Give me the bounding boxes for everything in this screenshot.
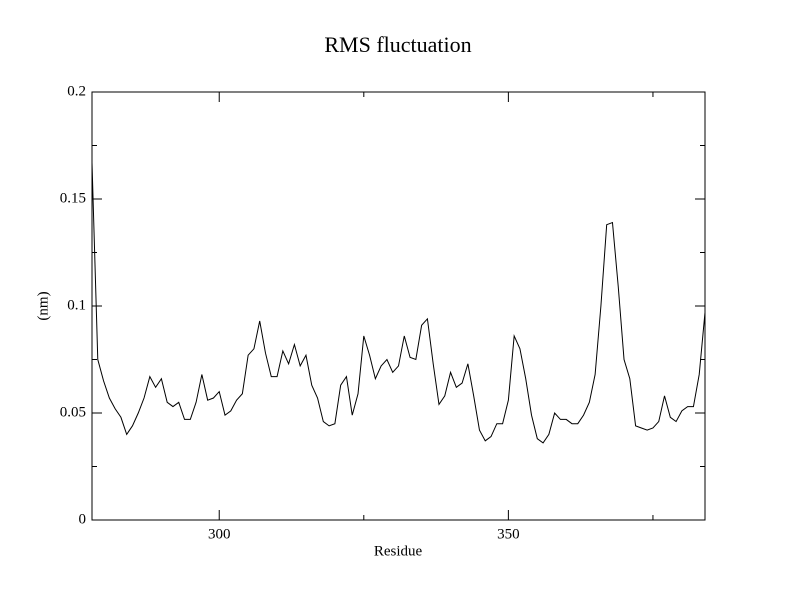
x-tick-label: 300 xyxy=(208,526,231,542)
x-tick-label: 350 xyxy=(497,526,520,542)
y-tick-label: 0.2 xyxy=(67,83,86,99)
y-axis-label: (nm) xyxy=(35,291,51,320)
y-tick-label: 0 xyxy=(79,511,87,527)
y-tick-label: 0.1 xyxy=(67,297,86,313)
y-tick-label: 0.05 xyxy=(60,404,86,420)
x-axis-label: Residue xyxy=(374,543,423,559)
data-line xyxy=(91,162,706,444)
y-tick-label: 0.15 xyxy=(60,190,86,206)
chart-title: RMS fluctuation xyxy=(324,32,471,57)
